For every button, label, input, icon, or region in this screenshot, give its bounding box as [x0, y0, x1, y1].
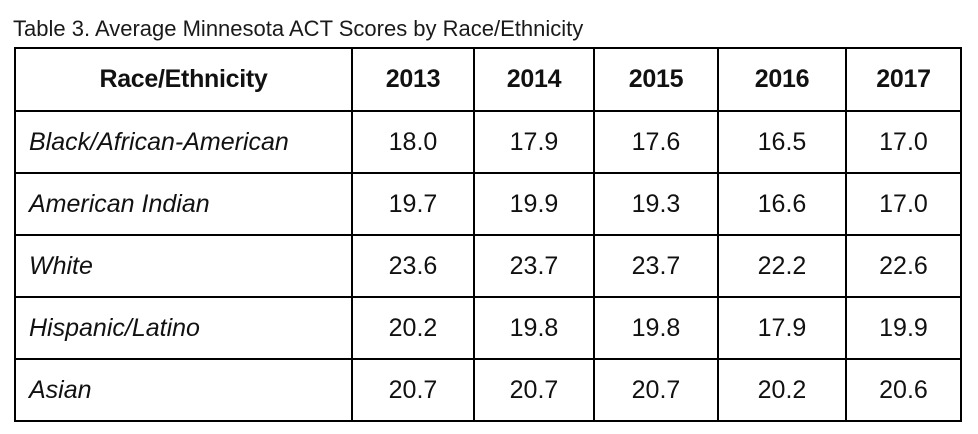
column-header-2015: 2015 [593, 47, 719, 112]
table-row: Hispanic/Latino 20.2 19.8 19.8 17.9 19.9 [14, 296, 962, 360]
score-cell: 23.7 [593, 234, 719, 298]
score-cell: 17.9 [717, 296, 847, 360]
table-caption: Table 3. Average Minnesota ACT Scores by… [13, 16, 584, 41]
row-label: Hispanic/Latino [14, 296, 353, 360]
score-cell: 17.0 [845, 172, 962, 236]
score-cell: 20.2 [717, 358, 847, 422]
column-header-2016: 2016 [717, 47, 847, 112]
score-cell: 19.7 [351, 172, 475, 236]
score-cell: 19.3 [593, 172, 719, 236]
score-cell: 19.9 [473, 172, 595, 236]
row-label: Black/African-American [14, 110, 353, 174]
score-cell: 19.8 [473, 296, 595, 360]
column-header-2014: 2014 [473, 47, 595, 112]
table-row: White 23.6 23.7 23.7 22.2 22.6 [14, 234, 962, 298]
act-scores-table: Race/Ethnicity 2013 2014 2015 2016 2017 … [14, 47, 962, 422]
score-cell: 23.7 [473, 234, 595, 298]
row-label: White [14, 234, 353, 298]
score-cell: 20.7 [593, 358, 719, 422]
table-row: American Indian 19.7 19.9 19.3 16.6 17.0 [14, 172, 962, 236]
score-cell: 17.9 [473, 110, 595, 174]
column-header-race-ethnicity: Race/Ethnicity [14, 47, 353, 112]
header-row: Race/Ethnicity 2013 2014 2015 2016 2017 [14, 47, 962, 112]
table-row: Black/African-American 18.0 17.9 17.6 16… [14, 110, 962, 174]
row-label: Asian [14, 358, 353, 422]
score-cell: 19.9 [845, 296, 962, 360]
score-cell: 16.5 [717, 110, 847, 174]
score-cell: 23.6 [351, 234, 475, 298]
table-row: Asian 20.7 20.7 20.7 20.2 20.6 [14, 358, 962, 422]
score-cell: 22.2 [717, 234, 847, 298]
score-cell: 20.2 [351, 296, 475, 360]
score-cell: 20.7 [473, 358, 595, 422]
row-label: American Indian [14, 172, 353, 236]
score-cell: 17.6 [593, 110, 719, 174]
score-cell: 16.6 [717, 172, 847, 236]
score-cell: 20.6 [845, 358, 962, 422]
column-header-2017: 2017 [845, 47, 962, 112]
column-header-2013: 2013 [351, 47, 475, 112]
score-cell: 19.8 [593, 296, 719, 360]
score-cell: 18.0 [351, 110, 475, 174]
score-cell: 22.6 [845, 234, 962, 298]
score-cell: 20.7 [351, 358, 475, 422]
score-cell: 17.0 [845, 110, 962, 174]
